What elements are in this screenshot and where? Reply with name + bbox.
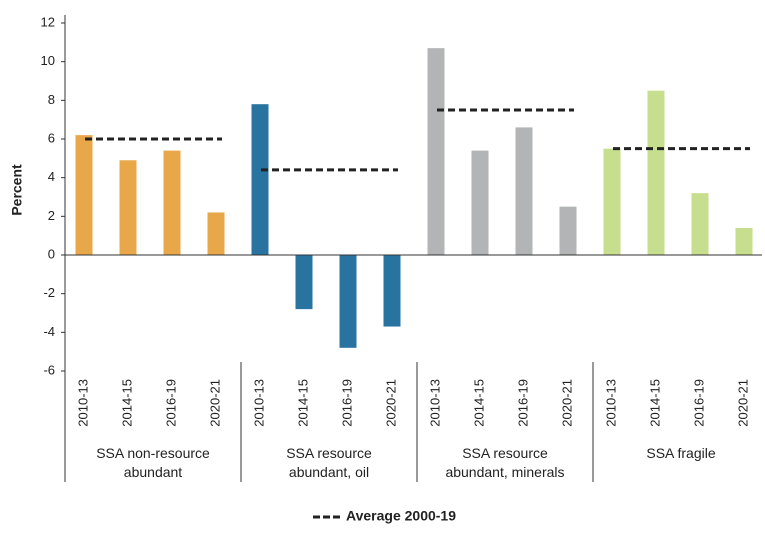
x-tick-label: 2016-19: [515, 379, 530, 427]
group-label: SSA resource abundant, minerals: [445, 445, 565, 480]
y-tick-label: -6: [43, 362, 55, 377]
bar: [119, 160, 137, 255]
x-tick-label: 2014-15: [647, 379, 662, 427]
bar: [163, 150, 181, 255]
bar: [207, 212, 225, 255]
bar: [339, 255, 357, 348]
bar: [735, 227, 753, 255]
bar: [603, 148, 621, 255]
bar: [75, 135, 93, 255]
bar: [647, 90, 665, 256]
bar: [383, 255, 401, 327]
y-tick-label: 2: [48, 208, 55, 223]
x-tick-label: 2010-13: [251, 379, 266, 427]
y-tick-label: -4: [43, 324, 55, 339]
y-tick-label: 4: [48, 169, 55, 184]
x-tick-label: 2020-21: [559, 379, 574, 427]
x-tick-label: 2016-19: [163, 379, 178, 427]
x-tick-label: 2010-13: [75, 379, 90, 427]
y-tick-label: 6: [48, 130, 55, 145]
group-label: SSA non-resource abundant: [96, 445, 210, 480]
x-tick-label: 2020-21: [735, 379, 750, 427]
x-tick-label: 2014-15: [295, 379, 310, 427]
bar: [471, 150, 489, 255]
x-tick-label: 2016-19: [339, 379, 354, 427]
bar: [427, 48, 445, 256]
x-tick-label: 2014-15: [119, 379, 134, 427]
bar: [691, 193, 709, 255]
bar: [251, 104, 269, 255]
bar: [515, 127, 533, 255]
y-tick-label: 12: [41, 14, 55, 29]
y-tick-label: 8: [48, 92, 55, 107]
x-tick-label: 2010-13: [427, 379, 442, 427]
bar: [559, 206, 577, 255]
x-tick-label: 2020-21: [207, 379, 222, 427]
group-label: SSA fragile: [646, 445, 716, 461]
x-tick-label: 2016-19: [691, 379, 706, 427]
legend-label: Average 2000-19: [346, 508, 456, 524]
group-label: SSA resource abundant, oil: [286, 445, 372, 480]
y-tick-label: 0: [48, 246, 55, 261]
x-tick-label: 2020-21: [383, 379, 398, 427]
x-tick-label: 2010-13: [603, 379, 618, 427]
y-tick-label: 10: [41, 53, 55, 68]
y-tick-label: -2: [43, 285, 55, 300]
x-tick-label: 2014-15: [471, 379, 486, 427]
y-axis-label: Percent: [9, 164, 25, 216]
bar: [295, 255, 313, 310]
